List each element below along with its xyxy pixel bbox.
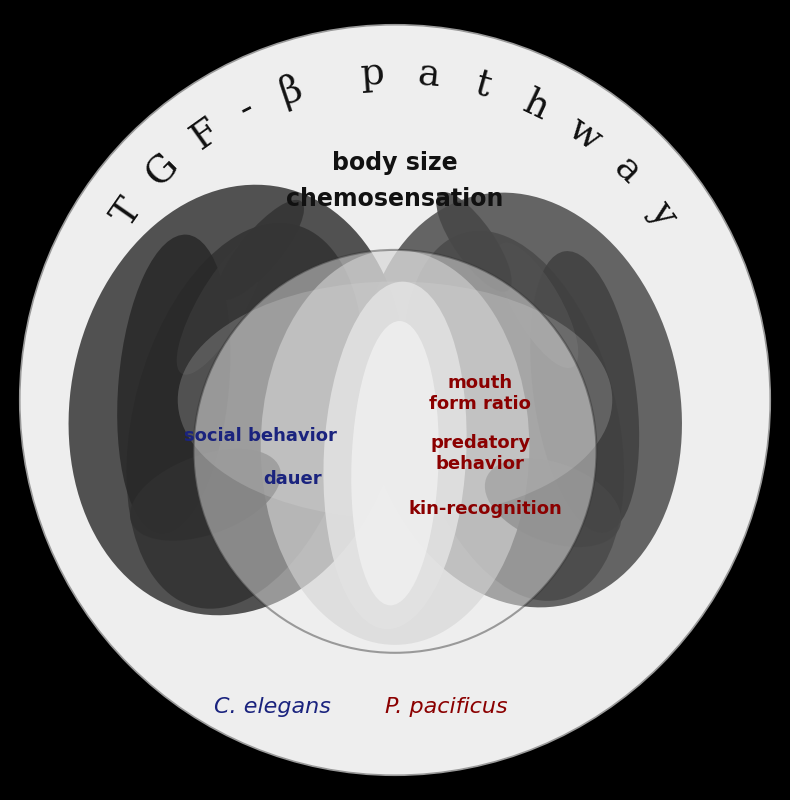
Ellipse shape [352, 321, 438, 606]
Ellipse shape [178, 282, 612, 518]
Text: β: β [274, 70, 307, 112]
Ellipse shape [436, 192, 512, 292]
Text: social behavior: social behavior [184, 426, 337, 445]
Text: C. elegans: C. elegans [214, 697, 331, 717]
Ellipse shape [217, 200, 304, 300]
Text: y: y [641, 194, 683, 232]
Ellipse shape [530, 251, 639, 533]
Text: P. pacificus: P. pacificus [385, 697, 508, 717]
Text: a: a [416, 57, 442, 94]
Text: p: p [359, 56, 386, 94]
Ellipse shape [485, 458, 621, 547]
Ellipse shape [361, 193, 682, 607]
Text: h: h [517, 84, 555, 127]
Text: t: t [472, 66, 495, 106]
Text: dauer: dauer [263, 470, 322, 488]
Ellipse shape [496, 242, 578, 368]
Ellipse shape [130, 449, 281, 541]
Text: G: G [140, 147, 186, 194]
Text: body size: body size [332, 151, 458, 175]
Ellipse shape [403, 230, 624, 601]
Ellipse shape [117, 234, 231, 534]
Circle shape [194, 250, 596, 653]
Text: chemosensation: chemosensation [286, 187, 504, 211]
Ellipse shape [126, 223, 363, 609]
Ellipse shape [177, 236, 265, 374]
Text: a: a [606, 150, 647, 191]
Text: -: - [233, 90, 261, 128]
Ellipse shape [323, 282, 467, 629]
Text: F: F [185, 112, 227, 156]
Text: kin-recognition: kin-recognition [409, 500, 562, 518]
Text: predatory
behavior: predatory behavior [431, 434, 530, 474]
Text: w: w [561, 110, 608, 158]
Text: T: T [106, 193, 149, 234]
Circle shape [20, 25, 770, 775]
Ellipse shape [261, 250, 529, 645]
Text: mouth
form ratio: mouth form ratio [430, 374, 531, 414]
Ellipse shape [69, 185, 405, 615]
